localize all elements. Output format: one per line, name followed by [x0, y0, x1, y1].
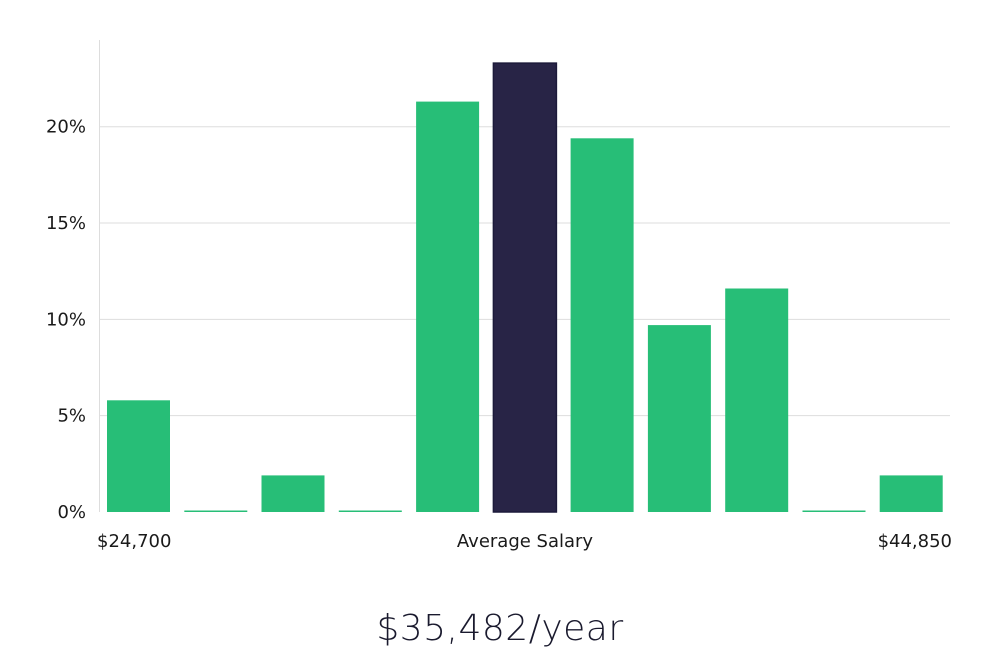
x-min-label: $24,700 — [97, 531, 171, 552]
bar[interactable] — [879, 475, 943, 512]
y-tick-label: 10% — [46, 309, 86, 330]
bar[interactable] — [184, 510, 248, 513]
bar[interactable] — [261, 475, 325, 512]
y-tick-label: 5% — [57, 406, 86, 427]
y-tick-label: 15% — [46, 213, 86, 234]
bar[interactable] — [725, 288, 789, 513]
y-tick-label: 0% — [57, 502, 86, 523]
y-axis-ticks: 0% 5% 10% 15% 20% — [46, 117, 86, 523]
x-mid-label: Average Salary — [457, 531, 594, 552]
bars — [107, 62, 943, 513]
x-max-label: $44,850 — [878, 531, 952, 552]
bar[interactable] — [570, 138, 634, 513]
bar[interactable] — [107, 400, 170, 512]
bar-average-salary[interactable] — [492, 62, 558, 513]
bar[interactable] — [416, 101, 480, 512]
bar[interactable] — [338, 510, 402, 513]
y-tick-label: 20% — [46, 117, 86, 138]
salary-distribution-chart: 0% 5% 10% 15% 20% $24,700 Average Salary $44… — [46, 40, 952, 552]
bar[interactable] — [802, 510, 866, 513]
bar[interactable] — [647, 325, 711, 512]
average-salary-value: $35,482/year — [376, 608, 624, 649]
